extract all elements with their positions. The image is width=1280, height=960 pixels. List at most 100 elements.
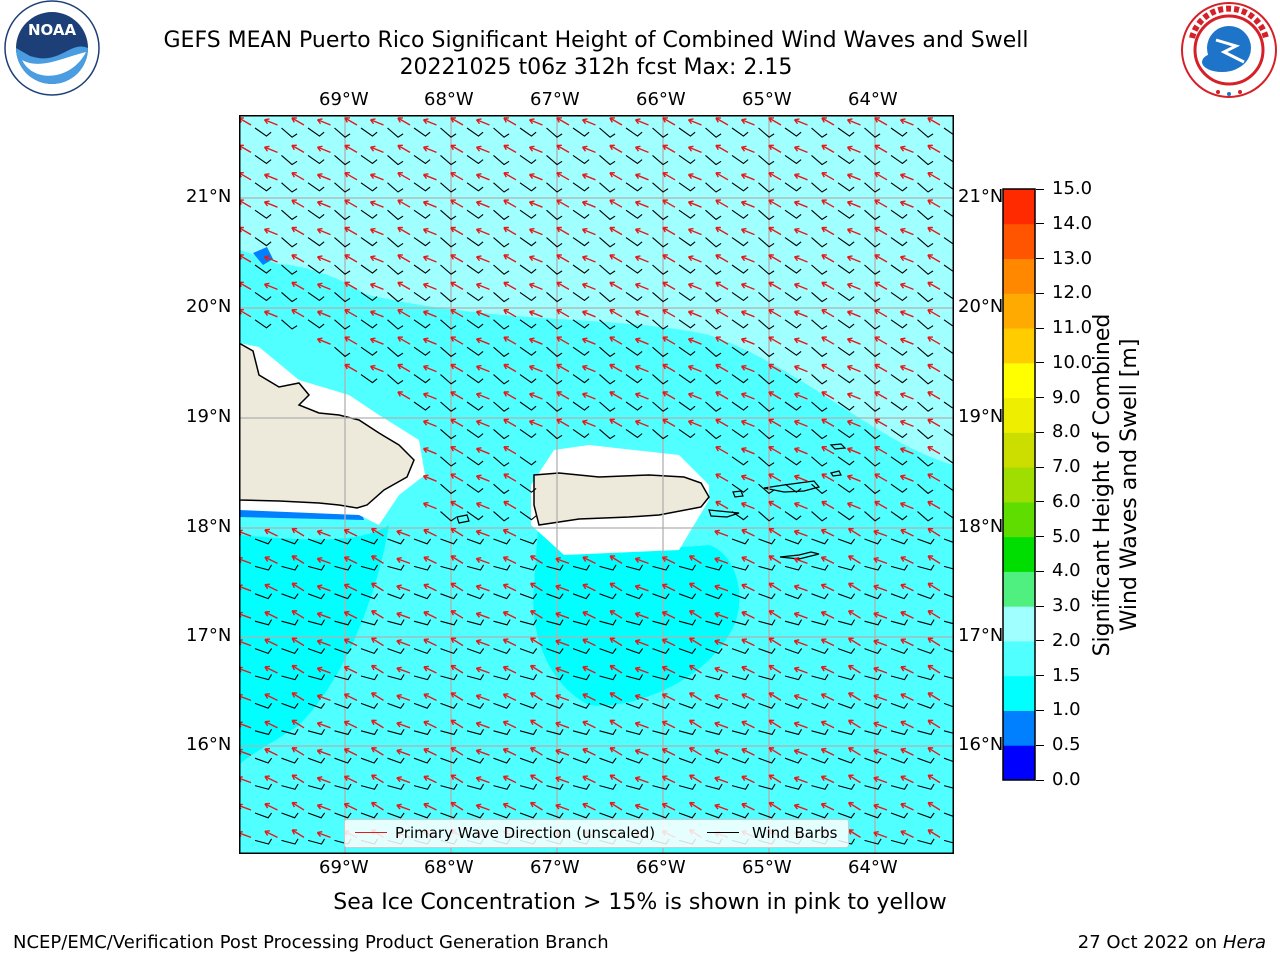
wave-direction-arrow	[900, 721, 914, 729]
colorbar-tick-mark	[1036, 223, 1044, 225]
wave-direction-arrow	[317, 667, 331, 674]
wave-direction-arrow	[927, 363, 941, 373]
wave-direction-arrowhead	[609, 747, 616, 753]
wind-barb	[599, 812, 617, 819]
wind-barb	[837, 564, 856, 571]
wave-direction-arrowhead	[397, 281, 403, 288]
wind-barb	[784, 428, 802, 439]
wind-barb	[864, 319, 881, 330]
lon-tick-top: 64°W	[848, 89, 898, 110]
colorbar-tick-mark	[1036, 466, 1044, 468]
wave-direction-arrowhead	[369, 173, 376, 179]
wind-barb	[254, 619, 273, 626]
wave-direction-arrowhead	[793, 776, 800, 783]
wave-direction-arrow	[344, 336, 358, 345]
wind-barb	[705, 291, 722, 303]
wind-barb	[758, 593, 776, 600]
wind-barb	[678, 319, 696, 329]
wave-direction-arrow	[503, 584, 517, 592]
wave-direction-arrow	[714, 777, 729, 784]
wind-barb	[546, 154, 563, 166]
wave-direction-arrowhead	[609, 144, 615, 151]
wave-direction-arrow	[635, 310, 649, 318]
wind-barb	[705, 757, 723, 764]
wind-barb	[784, 127, 802, 137]
wind-barb	[413, 154, 431, 165]
wind-barb	[440, 374, 457, 385]
wind-barb	[784, 401, 802, 411]
wind-barb	[466, 182, 484, 192]
wind-barb	[546, 182, 563, 193]
wind-barb	[599, 291, 616, 303]
wind-barb	[519, 209, 537, 219]
wave-direction-arrow	[768, 446, 782, 455]
wave-direction-arrow	[370, 173, 384, 181]
wave-direction-arrow	[555, 612, 570, 619]
wave-direction-arrow	[450, 637, 464, 647]
wind-barb	[493, 593, 511, 600]
wave-direction-arrowhead	[475, 639, 482, 646]
wave-direction-arrow	[529, 365, 543, 373]
wave-direction-arrowhead	[528, 173, 535, 179]
wave-direction-arrow	[344, 281, 358, 291]
wind-barb	[864, 346, 881, 358]
wave-direction-arrowhead	[740, 145, 747, 152]
wind-barb	[837, 674, 856, 681]
wind-barb	[625, 783, 644, 790]
wave-direction-arrow	[688, 173, 702, 181]
wave-direction-arrowhead	[423, 720, 429, 727]
wave-direction-arrowhead	[662, 172, 668, 178]
wind-barb	[837, 483, 855, 493]
wind-barb	[440, 757, 458, 764]
wind-barb	[281, 264, 298, 275]
wave-direction-arrowhead	[741, 665, 747, 672]
wave-direction-arrow	[873, 694, 888, 702]
wave-direction-arrowhead	[821, 363, 827, 370]
wind-barb	[652, 154, 669, 166]
colorbar-tick-label: 0.0	[1052, 769, 1081, 790]
wind-barb	[731, 346, 749, 356]
wind-barb	[440, 619, 458, 626]
wave-direction-arrowhead	[900, 830, 906, 836]
colorbar-tick-label: 1.5	[1052, 664, 1081, 686]
wave-direction-arrowhead	[687, 227, 694, 234]
wave-direction-arrow	[503, 803, 517, 811]
wave-direction-arrowhead	[475, 529, 482, 536]
wind-barb	[943, 648, 954, 653]
wave-direction-arrowhead	[530, 555, 536, 561]
wave-direction-arrow	[714, 667, 729, 674]
wave-direction-arrowhead	[820, 693, 827, 699]
wind-barb	[811, 182, 828, 193]
wave-direction-arrowhead	[609, 336, 615, 342]
wind-barb	[625, 264, 643, 274]
wave-direction-arrowhead	[740, 227, 747, 234]
wave-direction-arrowhead	[820, 583, 827, 590]
wave-direction-arrowhead	[634, 693, 641, 700]
wind-barb	[784, 456, 802, 466]
wave-direction-arrow	[264, 119, 278, 126]
wave-band-0.5-1-nw	[253, 247, 273, 265]
wind-barb	[705, 374, 722, 385]
wave-direction-arrowhead	[450, 391, 456, 397]
wave-direction-arrowhead	[848, 637, 854, 643]
wave-direction-arrow	[450, 692, 464, 701]
wind-barb	[440, 593, 458, 600]
wave-direction-arrow	[794, 146, 808, 154]
wind-barb	[599, 401, 616, 412]
wind-barb	[254, 593, 273, 600]
wind-barb	[758, 757, 776, 764]
wind-barb	[254, 291, 272, 302]
wave-direction-arrowhead	[475, 556, 482, 563]
wave-direction-arrow	[371, 637, 384, 647]
wave-direction-arrowhead	[422, 200, 429, 207]
wave-direction-arrowhead	[582, 802, 588, 809]
wind-barb	[360, 702, 379, 709]
wave-direction-arrow	[688, 310, 702, 318]
wave-direction-arrowhead	[582, 638, 588, 645]
wind-barb	[519, 728, 538, 736]
wind-barb	[864, 182, 881, 193]
wave-direction-arrow	[609, 801, 623, 811]
wave-direction-arrow	[662, 556, 676, 565]
wave-direction-arrowhead	[343, 528, 350, 535]
wave-direction-arrow	[662, 281, 676, 291]
